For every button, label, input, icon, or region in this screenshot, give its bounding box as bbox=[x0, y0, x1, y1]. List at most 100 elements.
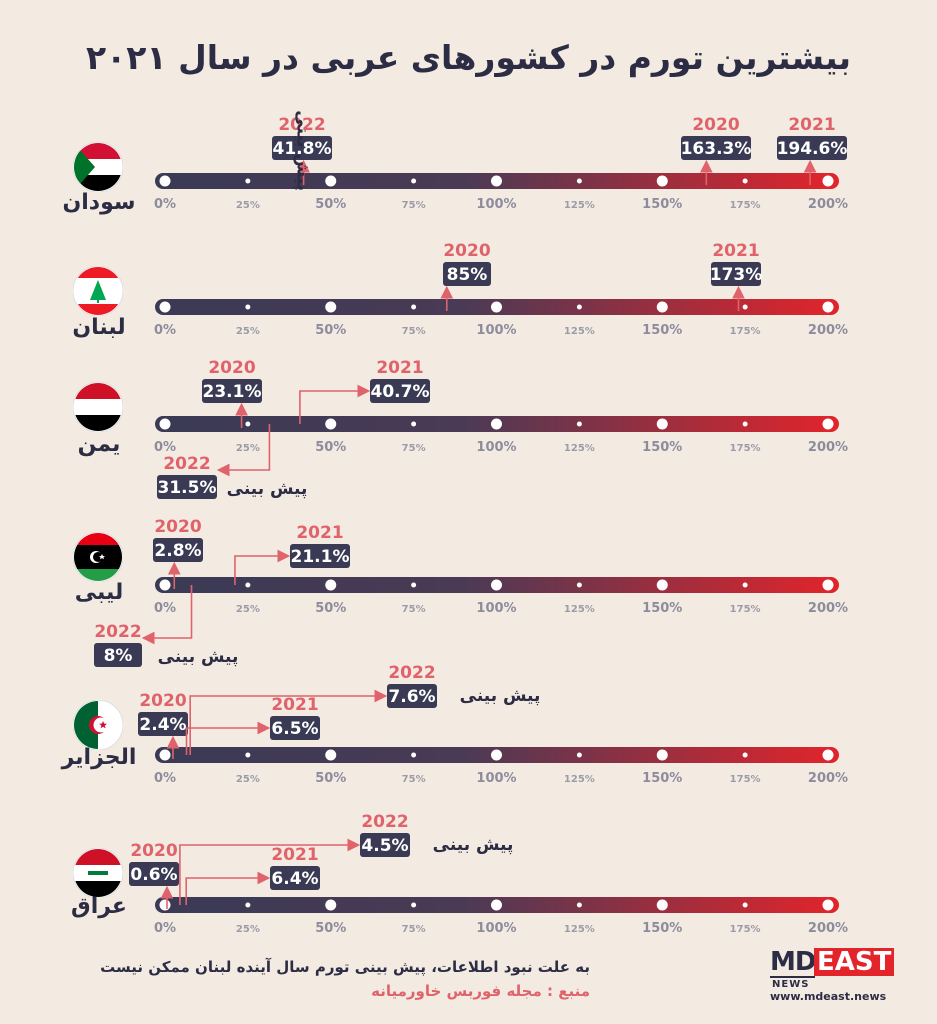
page-title: بیشترین تورم در کشورهای عربی در سال ۲۰۲۱ bbox=[86, 38, 851, 77]
row-iraq-2020-box bbox=[129, 862, 179, 886]
row-algeria-tick-dot bbox=[325, 749, 337, 761]
row-yemen-tick-label: 50% bbox=[315, 440, 346, 455]
row-iraq-2022-value: 4.5% bbox=[361, 836, 408, 856]
row-algeria-2022-box bbox=[387, 684, 437, 708]
row-yemen-tick-dot bbox=[656, 418, 668, 430]
row-libya-tick-label: 25% bbox=[236, 604, 260, 615]
row-lebanon-tick-dot bbox=[742, 304, 748, 310]
row-sudan-tick-label: 0% bbox=[154, 197, 176, 212]
row-sudan-2021-year: 2021 bbox=[788, 115, 835, 135]
logo-east: EAST bbox=[814, 948, 895, 976]
row-iraq-tick-dot bbox=[159, 899, 171, 911]
row-sudan-tick-label: 50% bbox=[315, 197, 346, 212]
country-label-yemen: یمن bbox=[77, 432, 121, 457]
row-algeria-tick-dot bbox=[576, 752, 582, 758]
row-libya-tick-label: 125% bbox=[564, 604, 595, 615]
row-sudan-2021-box bbox=[777, 136, 847, 160]
row-algeria-tick-dot bbox=[656, 749, 668, 761]
row-lebanon-tick-dot bbox=[245, 304, 251, 310]
row-yemen-2022-value: 31.5% bbox=[158, 478, 217, 498]
row-sudan-tick-label: 25% bbox=[236, 200, 260, 211]
row-lebanon-tick-label: 25% bbox=[236, 326, 260, 337]
row-lebanon-tick-dot bbox=[159, 301, 171, 313]
row-yemen-tick-dot bbox=[159, 418, 171, 430]
row-yemen-tick-label: 200% bbox=[808, 440, 848, 455]
row-algeria-tick-label: 0% bbox=[154, 771, 176, 786]
row-yemen-2021-year: 2021 bbox=[376, 358, 423, 378]
row-libya-2020-box bbox=[153, 538, 203, 562]
row-algeria-2021-arrow bbox=[185, 721, 271, 755]
source-credit: منبع : مجله فوربس خاورمیانه bbox=[371, 982, 590, 1000]
row-lebanon-2021-box bbox=[711, 262, 761, 286]
row-algeria-2022-arrow bbox=[189, 689, 388, 755]
row-yemen-tick-label: 125% bbox=[564, 443, 595, 454]
row-lebanon-tick-label: 50% bbox=[315, 323, 346, 338]
row-yemen-tick-label: 175% bbox=[730, 443, 761, 454]
row-iraq-2022-year: 2022 bbox=[361, 812, 408, 832]
country-label-libya: لیبی bbox=[74, 580, 124, 605]
lebanon-flag-icon bbox=[72, 265, 124, 320]
row-yemen-tick-dot bbox=[325, 418, 337, 430]
row-yemen-2022-arrow bbox=[216, 424, 271, 477]
row-lebanon-tick-label: 125% bbox=[564, 326, 595, 337]
row-sudan-tick-dot bbox=[656, 175, 668, 187]
row-yemen-2021-box bbox=[370, 379, 430, 403]
row-lebanon-tick-dot bbox=[325, 301, 337, 313]
row-lebanon-tick-label: 100% bbox=[476, 323, 516, 338]
row-algeria-tick-dot bbox=[411, 752, 417, 758]
row-algeria-tick-label: 100% bbox=[476, 771, 516, 786]
row-yemen-tick-dot bbox=[576, 421, 582, 427]
row-libya-2022-box bbox=[94, 643, 142, 667]
row-iraq-2021-value: 6.4% bbox=[271, 869, 318, 889]
row-lebanon-2020-value: 85% bbox=[447, 265, 488, 285]
row-libya-tick-dot bbox=[491, 579, 502, 591]
row-sudan-tick-label: 125% bbox=[564, 200, 595, 211]
row-libya-tick-dot bbox=[742, 582, 748, 588]
row-yemen-tick-label: 100% bbox=[476, 440, 516, 455]
row-libya-2021-box bbox=[290, 544, 350, 568]
row-algeria-tick-label: 50% bbox=[315, 771, 346, 786]
row-iraq-tick-label: 175% bbox=[730, 924, 761, 935]
row-sudan-2022-year: 2022 bbox=[278, 115, 325, 135]
row-algeria-tick-dot bbox=[822, 749, 834, 761]
row-iraq-tick-label: 0% bbox=[154, 921, 176, 936]
row-sudan-tick-dot bbox=[491, 175, 502, 187]
row-sudan-tick-dot bbox=[159, 175, 171, 187]
row-iraq-tick-label: 75% bbox=[402, 924, 426, 935]
row-yemen-2022-year: 2022 bbox=[163, 454, 210, 474]
row-sudan-tick-label: 175% bbox=[730, 200, 761, 211]
row-libya-tick-label: 0% bbox=[154, 601, 176, 616]
country-label-algeria: الجزایر bbox=[61, 745, 137, 770]
row-sudan-2022-forecast-label: پیش بینی bbox=[293, 110, 313, 191]
row-lebanon-tick-dot bbox=[576, 304, 582, 310]
row-algeria-2020-box bbox=[138, 712, 188, 736]
row-algeria-tick-label: 75% bbox=[402, 774, 426, 785]
row-lebanon-tick-dot bbox=[656, 301, 668, 313]
row-iraq-2020-year: 2020 bbox=[130, 841, 177, 861]
row-libya-2021-value: 21.1% bbox=[291, 547, 350, 567]
row-sudan-tick-dot bbox=[245, 178, 251, 184]
logo-url: www.mdeast.news bbox=[770, 990, 887, 1003]
row-libya-tick-label: 100% bbox=[476, 601, 516, 616]
row-libya-2022-arrow bbox=[141, 585, 193, 645]
row-yemen-tick-label: 0% bbox=[154, 440, 176, 455]
row-libya-tick-dot bbox=[159, 579, 171, 591]
row-yemen-tick-label: 150% bbox=[642, 440, 682, 455]
row-iraq-2022-forecast-label: پیش بینی bbox=[433, 835, 514, 855]
row-yemen-tick-dot bbox=[491, 418, 502, 430]
row-sudan-2020-value: 163.3% bbox=[681, 139, 752, 159]
row-yemen-2020-value: 23.1% bbox=[203, 382, 262, 402]
sudan-flag-icon bbox=[72, 141, 124, 196]
row-iraq-2021-box bbox=[270, 866, 320, 890]
row-sudan-tick-label: 200% bbox=[808, 197, 848, 212]
libya-flag-icon bbox=[72, 531, 124, 586]
row-yemen-2020-box bbox=[202, 379, 262, 403]
row-libya-tick-dot bbox=[822, 579, 834, 591]
row-iraq-tick-dot bbox=[656, 899, 668, 911]
row-sudan-2020-year: 2020 bbox=[692, 115, 739, 135]
row-algeria-tick-label: 175% bbox=[730, 774, 761, 785]
row-yemen-tick-dot bbox=[245, 421, 251, 427]
row-iraq-tick-label: 50% bbox=[315, 921, 346, 936]
row-libya-tick-dot bbox=[656, 579, 668, 591]
row-libya-2020-year: 2020 bbox=[154, 517, 201, 537]
